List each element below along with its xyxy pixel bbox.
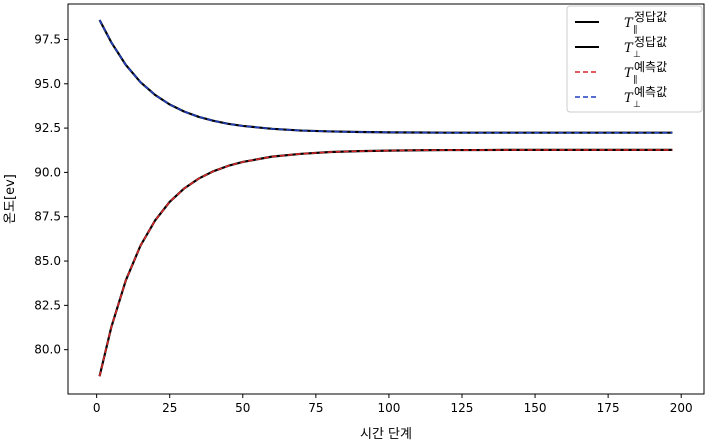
series-line-3 [98,19,673,134]
legend-label: 정답값 [634,10,667,24]
x-tick-label: 25 [162,401,177,415]
series-line-2 [98,149,673,377]
x-tick-label: 175 [597,401,620,415]
y-tick-label: 97.5 [34,32,61,46]
legend-subscript: ∥ [633,25,638,35]
y-tick-label: 85.0 [34,254,61,268]
y-axis-ticks: 80.0 82.5 85.0 87.5 90.0 92.5 95.0 97.5 [34,32,68,357]
y-tick-label: 90.0 [34,165,61,179]
x-tick-label: 150 [524,401,547,415]
plot-lines [98,19,673,377]
legend-symbol: T [624,66,634,81]
legend-box [566,5,703,113]
x-tick-label: 50 [235,401,250,415]
legend-symbol: T [624,91,634,106]
x-tick-label: 200 [670,401,693,415]
y-tick-label: 95.0 [34,77,61,91]
legend-label: 예측값 [634,60,667,74]
legend-subscript: ∥ [633,75,638,85]
x-axis-label: 시간 단계 [360,427,412,442]
y-tick-label: 80.0 [34,343,61,357]
legend-subscript: ⊥ [633,100,641,110]
legend-subscript: ⊥ [633,50,641,60]
legend-label: 예측값 [634,85,667,99]
y-tick-label: 82.5 [34,298,61,312]
y-tick-label: 87.5 [34,210,61,224]
x-tick-label: 0 [93,401,101,415]
legend-symbol: T [624,16,634,31]
y-tick-label: 92.5 [34,121,61,135]
legend-label: 정답값 [634,35,667,49]
plot-frame [67,3,705,395]
x-tick-label: 75 [308,401,323,415]
x-tick-label: 125 [451,401,474,415]
legend-symbol: T [624,41,634,56]
x-tick-label: 100 [377,401,400,415]
y-axis-label: 온도[ev] [3,174,18,224]
x-axis-ticks: 0 25 50 75 100 125 150 175 200 [93,394,693,415]
